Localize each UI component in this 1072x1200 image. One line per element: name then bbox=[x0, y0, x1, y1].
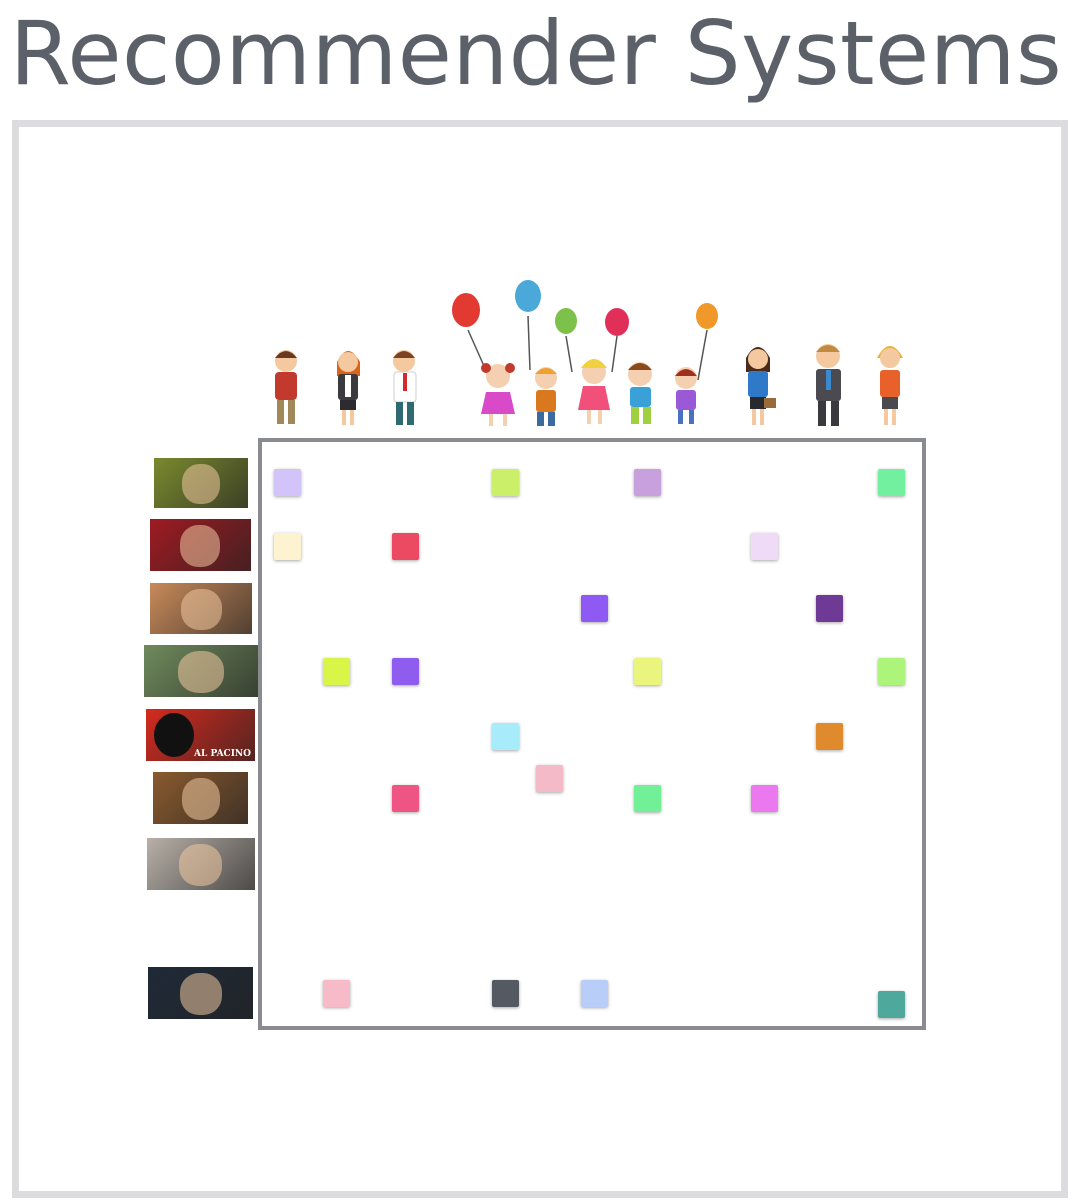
rating-cell bbox=[878, 991, 905, 1018]
boy-icon bbox=[275, 350, 297, 424]
rating-cell bbox=[323, 980, 350, 1007]
child-balloon-icon bbox=[675, 367, 697, 424]
shrek-poster bbox=[154, 458, 248, 508]
poster-face-icon bbox=[180, 525, 220, 567]
poster-caption: AL PACINO bbox=[194, 749, 251, 759]
rating-cell bbox=[751, 533, 778, 560]
deadpool-poster bbox=[150, 519, 251, 571]
poster-face-icon bbox=[178, 651, 224, 693]
batman-v-superman-poster bbox=[148, 967, 253, 1019]
child-balloon-icon bbox=[481, 363, 515, 426]
rating-cell bbox=[492, 980, 519, 1007]
slide-frame bbox=[12, 120, 1068, 1198]
poster-face-icon bbox=[182, 778, 220, 820]
rating-cell bbox=[581, 595, 608, 622]
rating-cell bbox=[816, 595, 843, 622]
rating-cell bbox=[878, 469, 905, 496]
businessman-icon bbox=[816, 344, 841, 426]
rating-cell bbox=[274, 533, 301, 560]
woman-briefcase-icon bbox=[746, 347, 776, 425]
poster-face-icon bbox=[182, 464, 220, 504]
man-icon bbox=[393, 350, 417, 425]
the-shining-poster bbox=[147, 838, 255, 890]
scarface-poster: AL PACINO bbox=[146, 709, 255, 761]
poster-face-icon bbox=[154, 713, 194, 757]
poster-face-icon bbox=[181, 589, 222, 630]
users-illustration bbox=[275, 280, 903, 426]
beauty-and-the-beast-poster bbox=[153, 772, 248, 824]
rating-cell bbox=[751, 785, 778, 812]
mean-girls-poster bbox=[150, 583, 252, 634]
rating-cell bbox=[392, 658, 419, 685]
rating-cell bbox=[634, 469, 661, 496]
rating-cell bbox=[323, 658, 350, 685]
rating-cell bbox=[492, 723, 519, 750]
child-balloon-icon bbox=[628, 362, 652, 424]
rating-cell bbox=[392, 533, 419, 560]
rating-cell bbox=[816, 723, 843, 750]
rating-cell bbox=[492, 469, 519, 496]
forrest-gump-poster bbox=[144, 645, 258, 697]
woman-icon bbox=[337, 351, 360, 425]
rating-cell bbox=[634, 785, 661, 812]
rating-cell bbox=[536, 765, 563, 792]
child-balloon-icon bbox=[578, 359, 610, 424]
rating-cell bbox=[581, 980, 608, 1007]
poster-face-icon bbox=[179, 844, 222, 886]
woman-headset-icon bbox=[877, 346, 903, 425]
balloon-group-icon bbox=[452, 280, 718, 381]
rating-cell bbox=[274, 469, 301, 496]
ratings-matrix bbox=[258, 438, 926, 1030]
child-balloon-icon bbox=[535, 367, 557, 426]
page-title: Recommender Systems bbox=[9, 2, 1063, 105]
rating-cell bbox=[634, 658, 661, 685]
rating-cell bbox=[392, 785, 419, 812]
poster-face-icon bbox=[180, 973, 222, 1015]
rating-cell bbox=[878, 658, 905, 685]
